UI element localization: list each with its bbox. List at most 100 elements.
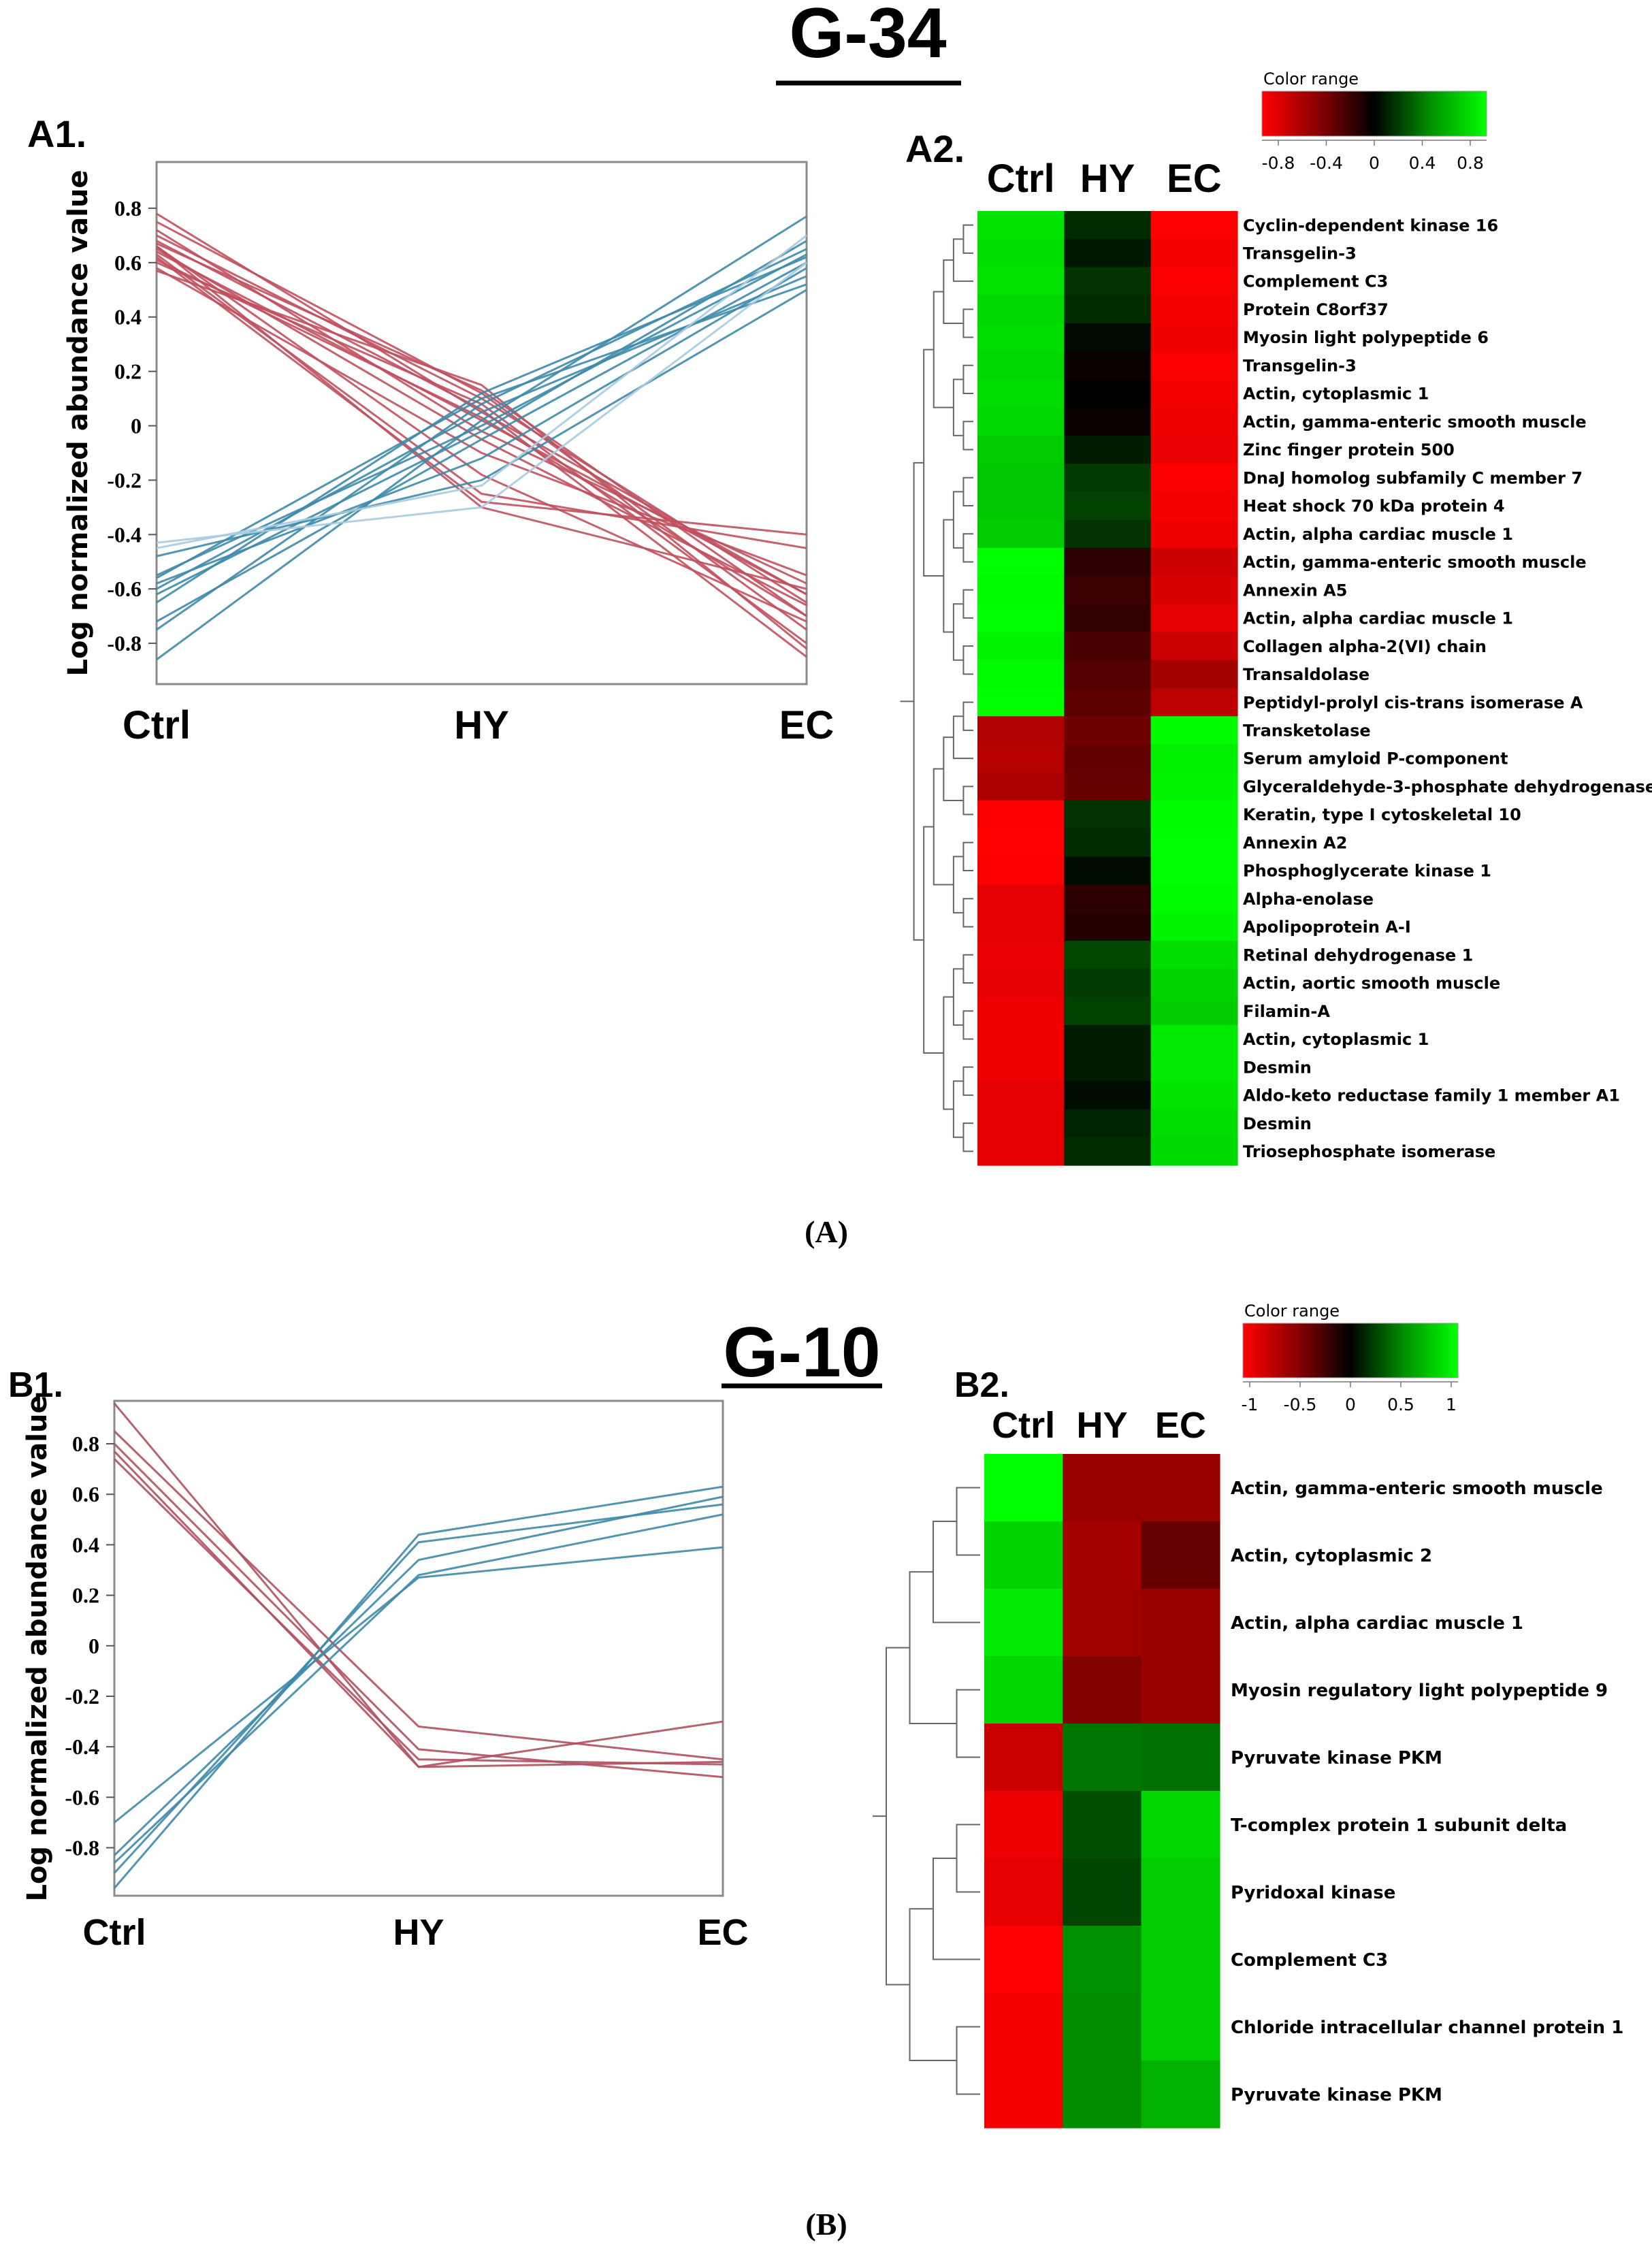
y-tick-label: -0.6	[65, 1785, 99, 1809]
row-label: Transaldolase	[1243, 665, 1370, 684]
dendrogram-branch	[933, 768, 954, 886]
heatmap-cell	[1063, 1521, 1142, 1589]
heatmap-cell	[1150, 997, 1238, 1026]
dendrogram-branch	[962, 476, 973, 506]
row-label: Actin, alpha cardiac muscle 1	[1231, 1613, 1523, 1634]
row-label: Actin, aortic smooth muscle	[1243, 974, 1500, 993]
dendrogram-branch	[909, 1908, 957, 2061]
heatmap-cell	[1064, 211, 1152, 240]
plot-frame	[155, 161, 808, 685]
legend-tick-label: -0.8	[1262, 153, 1295, 173]
heatmap-cell	[1064, 576, 1152, 604]
heatmap-cell	[977, 856, 1065, 886]
heatmap-cell	[1141, 1993, 1220, 2061]
series-line-decreasing-3	[113, 1443, 724, 1779]
row-label: Protein C8orf37	[1243, 300, 1389, 319]
column-header: HY	[1076, 1405, 1127, 1446]
dendrogram-branch	[962, 841, 973, 872]
y-tick-label: 0.6	[72, 1482, 99, 1506]
heatmap-cell	[1150, 969, 1238, 998]
heatmap-cell	[977, 660, 1065, 689]
series-line-decreasing-11	[156, 256, 807, 536]
heatmap-cell	[1064, 1137, 1152, 1166]
heatmap-cell	[1150, 1081, 1238, 1110]
heatmap-cell	[984, 1858, 1063, 1926]
dendrogram-branch	[962, 701, 973, 731]
series-line-decreasing-7	[156, 245, 807, 623]
row-label: Pyridoxal kinase	[1231, 1883, 1395, 1903]
heatmap-cell	[1064, 828, 1152, 858]
series-line-decreasing-2	[113, 1430, 724, 1761]
legend-tick-label: -1	[1242, 1395, 1259, 1414]
heatmap-cell	[1064, 941, 1152, 969]
row-label: Filamin-A	[1243, 1002, 1330, 1021]
dendrogram-branch	[943, 259, 964, 324]
row-label: Actin, alpha cardiac muscle 1	[1243, 525, 1513, 544]
dendrogram-branch	[962, 421, 973, 451]
heatmap-cell	[1064, 1053, 1152, 1082]
heatmap-cell	[977, 464, 1065, 492]
heatmap-cell	[1141, 1589, 1220, 1657]
heatmap-cell	[977, 323, 1065, 352]
heatmap-cell	[1150, 267, 1238, 296]
heatmap-cell	[1150, 800, 1238, 829]
heatmap-cell	[977, 997, 1065, 1026]
legend-tick-label: 0	[1369, 153, 1380, 173]
series-line-increasing-21	[156, 240, 807, 596]
legend-color-bar	[1242, 1323, 1459, 1378]
dendrogram-branch	[933, 1858, 980, 1960]
heatmap-cell	[1064, 604, 1152, 633]
heatmap-cell	[1150, 491, 1238, 521]
y-tick-label: 0	[88, 1634, 99, 1658]
heatmap-cell	[1063, 1589, 1142, 1657]
heatmap-cell	[977, 491, 1065, 521]
heatmap-cell	[1064, 772, 1152, 801]
dendrogram-branch	[962, 898, 973, 928]
row-label: Actin, cytoplasmic 2	[1231, 1546, 1432, 1566]
row-label: Glyceraldehyde-3-phosphate dehydrogenase	[1243, 777, 1652, 796]
group-title-g10: G-10	[723, 1313, 880, 1392]
heatmap-cell	[1150, 1109, 1238, 1138]
legend-color-bar	[1261, 91, 1487, 137]
heatmap-cell	[1064, 351, 1152, 381]
heatmap-cell	[1063, 1791, 1142, 1859]
series-line-decreasing-5	[156, 240, 807, 658]
dendrogram-branch	[943, 519, 954, 633]
heatmap-cell	[1150, 351, 1238, 381]
row-label: Annexin A5	[1243, 581, 1347, 600]
row-label: Pyruvate kinase PKM	[1231, 1748, 1442, 1768]
row-label: Serum amyloid P-component	[1243, 749, 1508, 768]
row-label: Actin, gamma-enteric smooth muscle	[1243, 412, 1587, 432]
x-tick-label: HY	[454, 703, 509, 747]
y-tick-label: 0.4	[72, 1532, 99, 1557]
heatmap-cell	[1064, 267, 1152, 296]
heatmap-cell	[1064, 632, 1152, 661]
heatmap-cell	[1141, 1926, 1220, 1994]
legend-tick-label: -0.5	[1284, 1395, 1317, 1414]
heatmap-cell	[1150, 464, 1238, 492]
row-label: Actin, gamma-enteric smooth muscle	[1231, 1478, 1603, 1499]
dendrogram-branch	[962, 1066, 973, 1096]
row-label: Transgelin-3	[1243, 244, 1357, 263]
heatmap-cell	[1150, 407, 1238, 436]
heatmap-cell	[977, 884, 1065, 913]
row-label: Phosphoglycerate kinase 1	[1243, 862, 1491, 881]
dendrogram-branch	[923, 349, 944, 577]
heatmap-cell	[984, 2060, 1063, 2129]
dendrogram-branch	[933, 291, 954, 408]
column-header: Ctrl	[987, 157, 1055, 201]
heatmap-cell	[1064, 884, 1152, 913]
heatmap-cell	[984, 1791, 1063, 1859]
heatmap-cell	[984, 1926, 1063, 1994]
dendrogram-branch	[956, 1487, 980, 1556]
heatmap-cell	[1063, 2060, 1142, 2129]
heatmap-cell	[1150, 1053, 1238, 1082]
row-label: Pyruvate kinase PKM	[1231, 2085, 1442, 2105]
heatmap-cell	[977, 772, 1065, 801]
heatmap-cell	[1064, 856, 1152, 886]
y-tick-label: -0.4	[107, 522, 142, 547]
series-line-decreasing-6	[156, 242, 807, 617]
heatmap-cell	[1141, 1521, 1220, 1589]
dendrogram-branch	[952, 603, 964, 661]
heatmap-a2: Ctrl HY EC Cyclin-dependent kinase 16 Transg…	[900, 69, 1652, 1166]
